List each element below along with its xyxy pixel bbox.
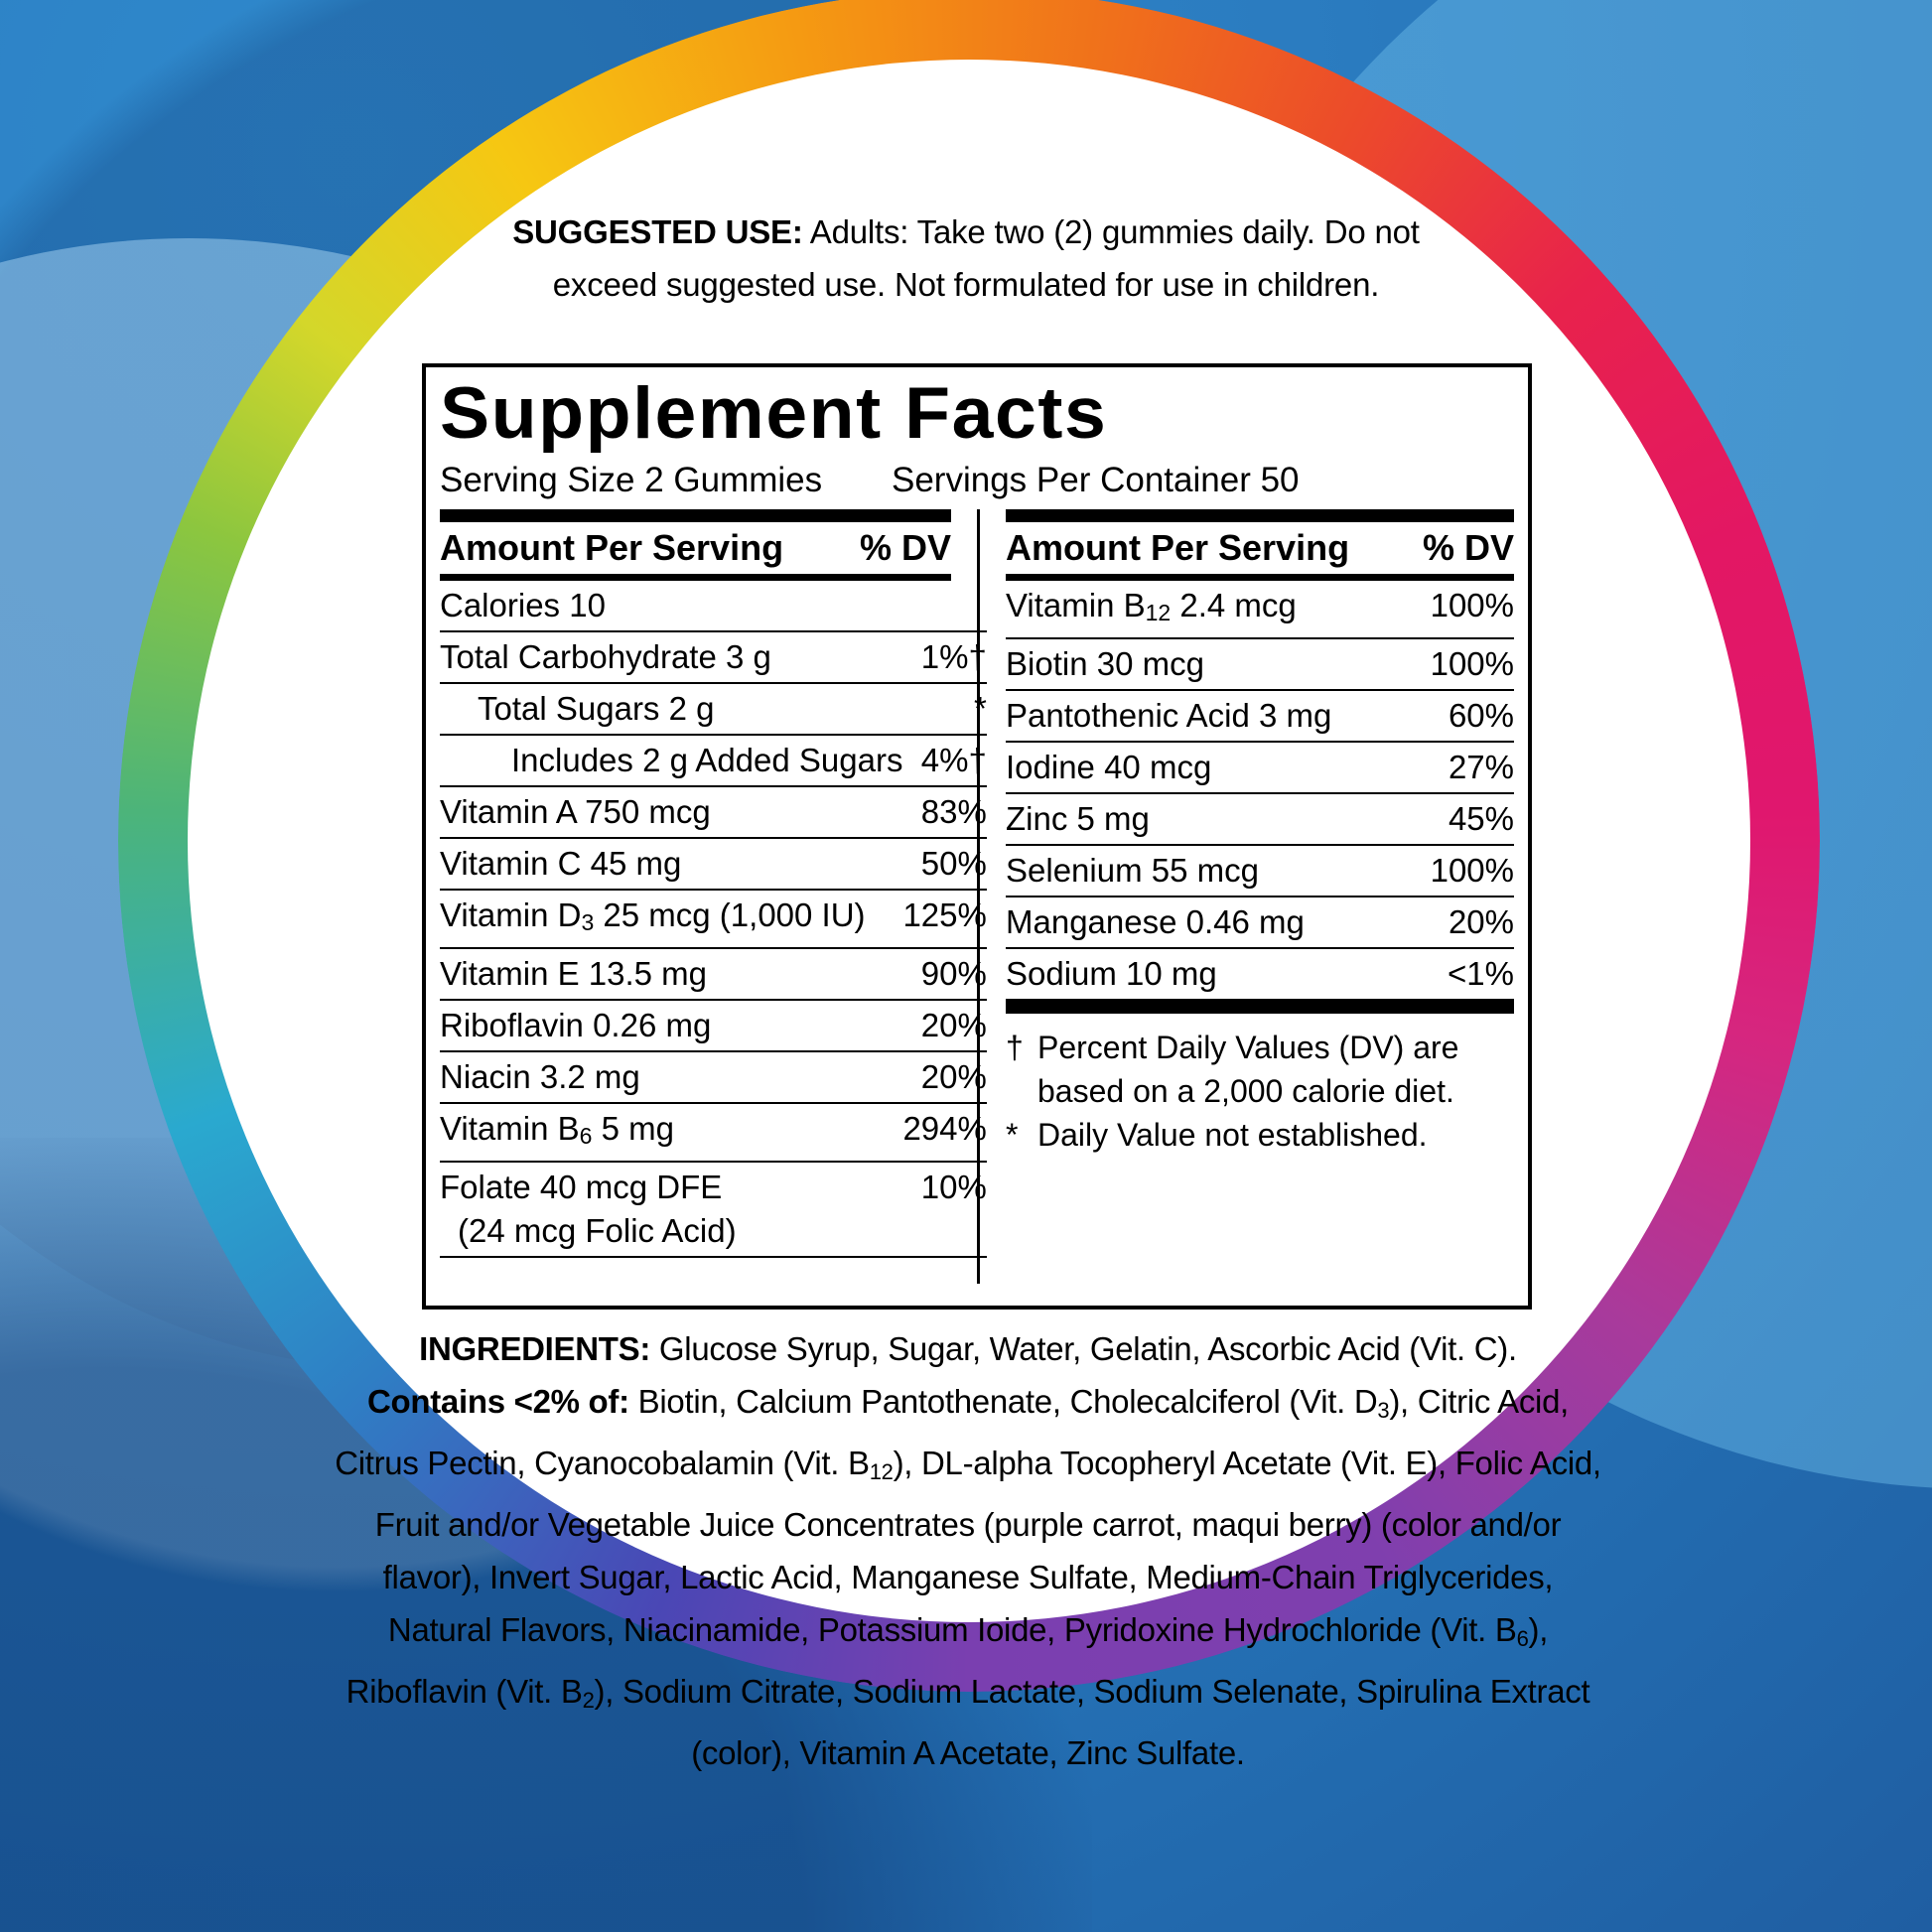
left-column-top-rule — [440, 509, 951, 522]
nutrient-name: Biotin 30 mcg — [1006, 638, 1395, 691]
nutrient-dv: * — [902, 683, 987, 736]
left-dv-header: % DV — [859, 527, 951, 568]
suggested-use-text: Adults: Take two (2) gummies daily. Do n… — [552, 213, 1420, 303]
ingredients-main: Glucose Syrup, Sugar, Water, Gelatin, As… — [650, 1330, 1517, 1367]
nutrient-dv: 1%† — [902, 631, 987, 684]
nutrient-dv: 20% — [902, 1000, 987, 1052]
table-row: Pantothenic Acid 3 mg 60% — [1006, 690, 1514, 743]
nutrient-name: Vitamin D3 25 mcg (1,000 IU) — [440, 890, 903, 949]
nutrient-name: Vitamin B6 5 mg — [440, 1103, 903, 1163]
nutrient-name: Calories 10 — [440, 581, 903, 632]
nutrient-dv: 4%† — [902, 735, 987, 787]
table-row: Vitamin E 13.5 mg 90% — [440, 948, 987, 1001]
facts-columns: Amount Per Serving % DV Calories 10 Total… — [440, 509, 1514, 1284]
nutrient-dv: 45% — [1395, 793, 1514, 846]
nutrient-name: Iodine 40 mcg — [1006, 742, 1395, 794]
right-amount-per-serving-header: Amount Per Serving — [1006, 527, 1350, 568]
nutrient-dv: 83% — [902, 786, 987, 839]
table-row: Vitamin D3 25 mcg (1,000 IU) 125% — [440, 890, 987, 949]
footnote-text: Daily Value not established. — [1037, 1117, 1428, 1153]
nutrient-dv: 100% — [1395, 638, 1514, 691]
footnote-marker: * — [1006, 1117, 1019, 1153]
nutrient-name: Vitamin E 13.5 mg — [440, 948, 903, 1001]
nutrient-name: Sodium 10 mg — [1006, 948, 1395, 1001]
nutrient-name: Total Sugars 2 g — [440, 683, 903, 736]
footnote-marker: † — [1006, 1030, 1024, 1065]
suggested-use-block: SUGGESTED USE: Adults: Take two (2) gumm… — [470, 206, 1462, 311]
nutrient-dv: 294% — [902, 1103, 987, 1163]
table-row: Zinc 5 mg 45% — [1006, 793, 1514, 846]
servings-per-container: Servings Per Container 50 — [892, 461, 1300, 499]
right-column-header: Amount Per Serving % DV — [1006, 522, 1514, 574]
right-header-rule — [1006, 574, 1514, 581]
nutrient-name: Selenium 55 mcg — [1006, 845, 1395, 897]
table-row: Includes 2 g Added Sugars 4%† — [440, 735, 987, 787]
table-row: Vitamin A 750 mcg 83% — [440, 786, 987, 839]
nutrient-name: Pantothenic Acid 3 mg — [1006, 690, 1395, 743]
nutrient-name: Vitamin C 45 mg — [440, 838, 903, 891]
nutrient-dv: 10% — [902, 1162, 987, 1258]
nutrient-dv: 100% — [1395, 845, 1514, 897]
table-row: Total Sugars 2 g * — [440, 683, 987, 736]
suggested-use-label: SUGGESTED USE: — [512, 213, 803, 250]
left-nutrition-table: Calories 10 Total Carbohydrate 3 g 1%† Tota… — [440, 581, 987, 1258]
footnote-text: Percent Daily Values (DV) are based on a… — [1037, 1030, 1459, 1109]
nutrient-dv: 50% — [902, 838, 987, 891]
nutrient-name: Total Carbohydrate 3 g — [440, 631, 903, 684]
contains-label: Contains <2% of: — [366, 1383, 629, 1420]
nutrient-dv — [902, 581, 987, 632]
facts-column-right: Amount Per Serving % DV Vitamin B12 2.4 … — [977, 509, 1514, 1284]
supplement-facts-panel: Supplement Facts Serving Size 2 Gummies … — [422, 363, 1532, 1310]
left-header-rule — [440, 574, 951, 581]
ingredients-label: INGREDIENTS: — [419, 1330, 651, 1367]
footnote: † Percent Daily Values (DV) are based on … — [1006, 1026, 1514, 1113]
table-row: Folate 40 mcg DFE (24 mcg Folic Acid) 10% — [440, 1162, 987, 1258]
serving-info-row: Serving Size 2 Gummies Servings Per Cont… — [440, 457, 1514, 504]
table-row: Sodium 10 mg <1% — [1006, 948, 1514, 1001]
nutrient-dv: 27% — [1395, 742, 1514, 794]
nutrient-dv: 125% — [902, 890, 987, 949]
nutrient-dv: 90% — [902, 948, 987, 1001]
facts-column-left: Amount Per Serving % DV Calories 10 Total… — [440, 509, 987, 1284]
table-row: Vitamin B12 2.4 mcg 100% — [1006, 581, 1514, 639]
nutrient-dv: 20% — [1395, 897, 1514, 949]
table-row: Biotin 30 mcg 100% — [1006, 638, 1514, 691]
right-column-top-rule — [1006, 509, 1514, 522]
table-row: Manganese 0.46 mg 20% — [1006, 897, 1514, 949]
supplement-facts-title: Supplement Facts — [440, 373, 1108, 454]
table-row: Total Carbohydrate 3 g 1%† — [440, 631, 987, 684]
nutrient-name: Manganese 0.46 mg — [1006, 897, 1395, 949]
serving-size: Serving Size 2 Gummies — [440, 461, 823, 499]
table-row: Selenium 55 mcg 100% — [1006, 845, 1514, 897]
nutrient-dv: <1% — [1395, 948, 1514, 1001]
nutrient-name: Includes 2 g Added Sugars — [440, 735, 903, 787]
table-row: Iodine 40 mcg 27% — [1006, 742, 1514, 794]
table-row: Riboflavin 0.26 mg 20% — [440, 1000, 987, 1052]
left-column-header: Amount Per Serving % DV — [440, 522, 951, 574]
footnotes-block: † Percent Daily Values (DV) are based on … — [1006, 1026, 1514, 1157]
table-row: Vitamin C 45 mg 50% — [440, 838, 987, 891]
right-dv-header: % DV — [1422, 527, 1514, 568]
nutrient-name: Niacin 3.2 mg — [440, 1051, 903, 1104]
left-amount-per-serving-header: Amount Per Serving — [440, 527, 784, 568]
right-nutrition-table: Vitamin B12 2.4 mcg 100% Biotin 30 mcg 100%… — [1006, 581, 1514, 1001]
nutrient-name: Folate 40 mcg DFE (24 mcg Folic Acid) — [440, 1162, 903, 1258]
table-row: Vitamin B6 5 mg 294% — [440, 1103, 987, 1163]
nutrient-name: Vitamin B12 2.4 mcg — [1006, 581, 1395, 639]
nutrient-dv: 60% — [1395, 690, 1514, 743]
nutrient-name: Zinc 5 mg — [1006, 793, 1395, 846]
nutrient-name: Vitamin A 750 mcg — [440, 786, 903, 839]
right-column-bottom-rule — [1006, 1001, 1514, 1014]
contains-body: Biotin, Calcium Pantothenate, Cholecalci… — [335, 1383, 1601, 1771]
nutrient-dv: 20% — [902, 1051, 987, 1104]
table-row: Niacin 3.2 mg 20% — [440, 1051, 987, 1104]
nutrient-name: Riboflavin 0.26 mg — [440, 1000, 903, 1052]
footnote: * Daily Value not established. — [1006, 1113, 1514, 1157]
table-row: Calories 10 — [440, 581, 987, 632]
nutrient-dv: 100% — [1395, 581, 1514, 639]
ingredients-block: INGREDIENTS: Glucose Syrup, Sugar, Water… — [328, 1322, 1608, 1779]
